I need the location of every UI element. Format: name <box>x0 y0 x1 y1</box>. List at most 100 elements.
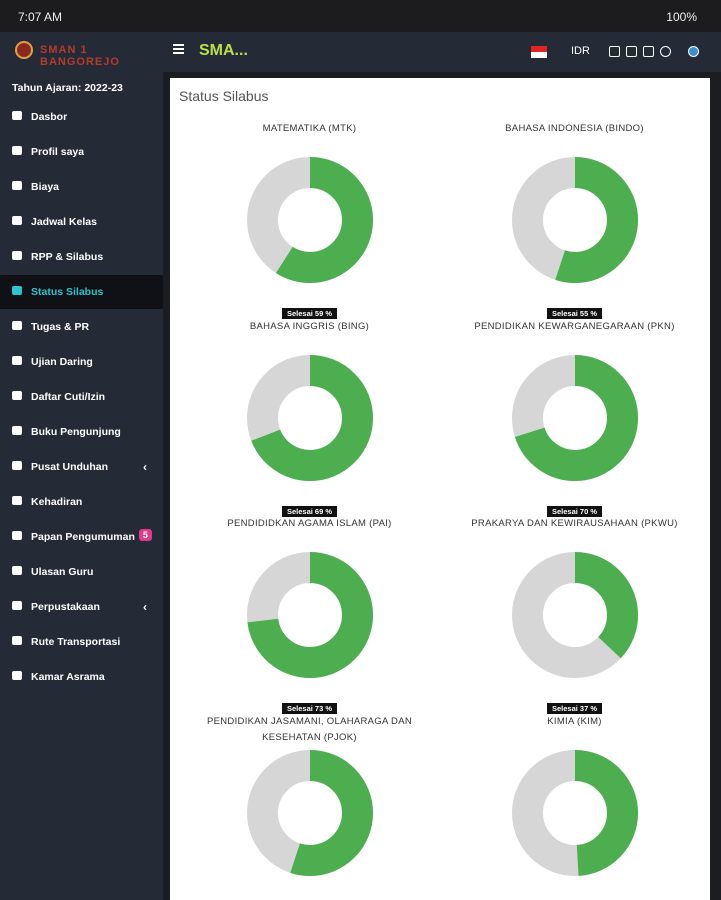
menu-icon <box>12 216 22 225</box>
chart-card: PENDIDIDKAN AGAMA ISLAM (PAI) Selesai 73 … <box>177 516 442 714</box>
value-label-box: Selesai 70 % <box>442 501 707 519</box>
chart-card: PENDIDIKAN JASAMANI, OLAHARAGA DAN KESEH… <box>177 714 442 900</box>
school-year: Tahun Ajaran: 2022-23 <box>12 82 123 94</box>
menu-item[interactable]: Dasbor <box>0 100 163 134</box>
donut-segment <box>512 749 638 876</box>
menu-icon <box>12 566 22 575</box>
calendar-icon[interactable] <box>626 46 637 57</box>
logo-icon <box>15 41 33 59</box>
value-label-box: Selesai 37 % <box>442 698 707 716</box>
menu-item[interactable]: Papan Pengumuman 5 <box>0 520 163 554</box>
menu-item[interactable]: Perpustakaan ‹ <box>0 590 163 624</box>
menu-label: Papan Pengumuman <box>31 531 135 543</box>
whatsapp-icon[interactable] <box>660 46 671 57</box>
time: 7:07 AM <box>18 10 63 24</box>
top-bar: SMA... IDR <box>163 32 721 72</box>
donut-chart <box>247 552 373 678</box>
menu-icon <box>12 111 22 120</box>
menu-icon <box>12 181 22 190</box>
chart-title: KIMIA (KIM) <box>547 715 602 727</box>
chart-card: PENDIDIKAN KEWARGANEGARAAN (PKN) Selesai … <box>442 319 707 519</box>
menu-label: Dasbor <box>31 111 68 123</box>
chart-card: KIMIA (KIM) Selesai 49 % <box>442 714 707 900</box>
menu-item[interactable]: Ujian Daring <box>0 345 163 379</box>
donut-chart <box>512 354 638 481</box>
value-label: Selesai 59 % <box>281 308 338 319</box>
menu-item[interactable]: Jadwal Kelas <box>0 205 163 239</box>
chart-title: BAHASA INGGRIS (BING) <box>249 320 370 332</box>
status-bar: 7:07 AM 100% <box>0 0 721 32</box>
menu-item[interactable]: Kehadiran <box>0 485 163 519</box>
menu-label: Kehadiran <box>31 496 83 508</box>
menu-toggle[interactable] <box>173 44 184 46</box>
menu-label: Tugas & PR <box>31 321 90 333</box>
menu-item[interactable]: Kamar Asrama <box>0 660 163 694</box>
chart-card: BAHASA INDONESIA (BINDO) Selesai 55 % <box>442 121 707 321</box>
menu-item[interactable]: Biaya <box>0 170 163 204</box>
sidebar: SMAN 1 BANGOREJO Tahun Ajaran: 2022-23 D… <box>0 32 163 900</box>
chart-title: PRAKARYA DAN KEWIRAUSAHAAN (PKWU) <box>471 518 678 529</box>
menu-icon <box>12 601 22 610</box>
menu-item[interactable]: Daftar Cuti/Izin <box>0 380 163 414</box>
menu-label: Perpustakaan <box>31 601 100 613</box>
menu-label: Profil saya <box>31 146 85 158</box>
donut-segment <box>512 354 638 481</box>
menu-label: Buku Pengunjung <box>31 426 121 438</box>
menu-item[interactable]: Buku Pengunjung <box>0 415 163 449</box>
chart-title: BAHASA INDONESIA (BINDO) <box>505 123 644 134</box>
badge: 5 <box>138 529 152 541</box>
menu-icon <box>12 286 22 295</box>
menu-item[interactable]: Pusat Unduhan ‹ <box>0 450 163 484</box>
chart-card: BAHASA INGGRIS (BING) Selesai 69 % <box>177 319 442 519</box>
currency[interactable]: IDR <box>571 45 590 57</box>
content-panel: Status Silabus MATEMATIKA (MTK) Selesai 5… <box>170 78 710 900</box>
value-label-box: Selesai 55 % <box>442 303 707 321</box>
donut-chart <box>512 552 638 678</box>
value-label: Selesai 69 % <box>281 505 338 517</box>
menu-item[interactable]: RPP & Silabus <box>0 240 163 274</box>
menu-label: Status Silabus <box>31 286 104 298</box>
battery: 100% <box>666 10 697 24</box>
menu-item[interactable]: Rute Transportasi <box>0 625 163 659</box>
chart-title: PENDIDIDKAN AGAMA ISLAM (PAI) <box>227 518 392 529</box>
menu-item[interactable]: Profil saya <box>0 135 163 169</box>
menu-icon <box>12 461 22 470</box>
page-title: Status Silabus <box>179 88 269 104</box>
menu-label: Kamar Asrama <box>31 671 105 683</box>
donut-segment <box>512 552 638 678</box>
swap-icon[interactable] <box>609 46 620 57</box>
donut-chart <box>247 354 373 481</box>
menu-label: Ulasan Guru <box>31 566 94 578</box>
menu-label: Rute Transportasi <box>31 636 121 648</box>
menu-item[interactable]: Status Silabus <box>0 275 163 309</box>
donut-chart <box>247 749 373 876</box>
menu-item[interactable]: Tugas & PR <box>0 310 163 344</box>
menu-label: Jadwal Kelas <box>31 216 97 228</box>
donut-chart <box>512 157 638 283</box>
value-label: Selesai 55 % <box>546 308 603 319</box>
value-label-box: Selesai 49 % <box>442 896 707 900</box>
menu-label: Daftar Cuti/Izin <box>31 391 106 403</box>
donut-segment <box>512 157 638 283</box>
donut-segment <box>247 354 373 481</box>
chart-card: PRAKARYA DAN KEWIRAUSAHAAN (PKWU) Selesai… <box>442 516 707 716</box>
avatar[interactable] <box>688 46 699 57</box>
menu-label: Biaya <box>31 181 60 193</box>
check-icon[interactable] <box>643 46 654 57</box>
donut-chart <box>512 749 638 876</box>
value-label: Selesai 70 % <box>546 505 603 517</box>
language-flag[interactable] <box>531 46 547 58</box>
donut-segment <box>247 157 373 283</box>
value-label-box: Selesai 69 % <box>177 501 442 519</box>
value-label-box: Selesai 55 % <box>177 896 442 900</box>
menu-icon <box>12 251 22 260</box>
menu-item[interactable]: Ulasan Guru <box>0 555 163 589</box>
chart-title: PENDIDIKAN KEWARGANEGARAAN (PKN) <box>474 320 675 332</box>
value-label: Selesai 37 % <box>546 703 603 714</box>
menu-icon <box>12 146 22 155</box>
menu-label: Pusat Unduhan <box>31 461 109 473</box>
value-label: Selesai 73 % <box>281 703 338 714</box>
logo[interactable]: SMAN 1 BANGOREJO <box>40 44 120 68</box>
expand-chevron: ‹ <box>143 460 147 474</box>
